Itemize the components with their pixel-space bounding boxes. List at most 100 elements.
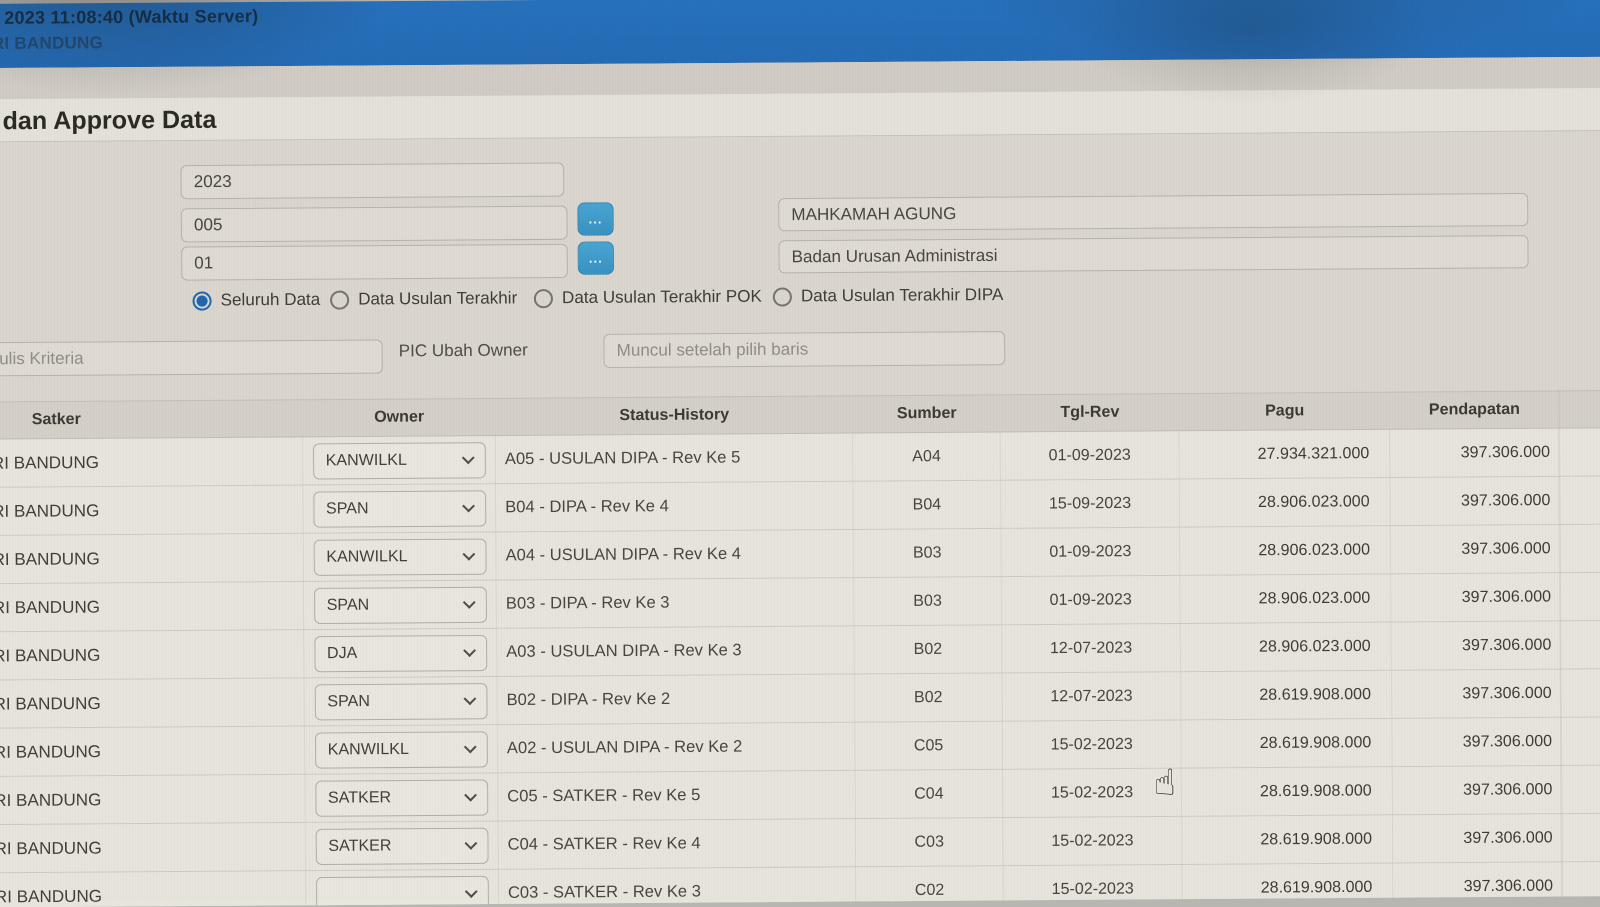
pagu-cell: 28.619.908.000 <box>1182 864 1393 907</box>
owner-select-value: KANWILKL <box>328 740 466 759</box>
radio-unselected-icon <box>773 287 792 306</box>
col-tgl-rev: Tgl-Rev <box>1000 394 1179 431</box>
owner-select-value: KANWILKL <box>326 451 464 470</box>
pendapatan-cell: 397.306.000 <box>1390 429 1559 477</box>
owner-select[interactable]: DJA <box>314 634 487 671</box>
owner-select-value: SPAN <box>327 692 465 711</box>
radio-label: Data Usulan Terakhir <box>358 288 517 309</box>
nama-ba-field[interactable] <box>778 193 1528 231</box>
satker-cell: RI BANDUNG <box>0 486 304 535</box>
owner-cell: KANWILKL <box>304 532 497 581</box>
owner-select[interactable]: SPAN <box>314 586 487 623</box>
page-title: dan Approve Data <box>2 106 216 137</box>
radio-label: Data Usulan Terakhir DIPA <box>801 285 1004 306</box>
owner-select[interactable]: KANWILKL <box>312 442 485 479</box>
owner-cell: KANWILKL <box>305 725 498 774</box>
sumber-cell: B02 <box>854 625 1002 673</box>
radio-data-usulan-terakhir[interactable]: Data Usulan Terakhir <box>330 287 517 310</box>
owner-select[interactable]: SPAN <box>313 490 486 527</box>
pendapatan-cell: 397.306.000 <box>1393 862 1562 907</box>
satker-cell: RI BANDUNG <box>0 678 305 727</box>
tgl-rev-cell: 01-09-2023 <box>1001 528 1180 576</box>
pendapatan-cell: 397.306.000 <box>1392 621 1561 669</box>
owner-cell: SATKER <box>305 773 498 822</box>
owner-cell: SPAN <box>305 677 498 726</box>
nama-unit-field[interactable] <box>778 235 1528 273</box>
satker-name-text: RI BANDUNG <box>0 33 103 54</box>
status-cell: C04 - SATKER - Rev Ke 4 <box>498 819 856 869</box>
col-sumber: Sumber <box>853 395 1001 432</box>
kode-unit-lookup-button[interactable]: ... <box>578 241 614 274</box>
status-cell: B04 - DIPA - Rev Ke 4 <box>496 482 854 532</box>
sumber-cell: C02 <box>856 866 1004 907</box>
pendapatan-cell: 397.306.000 <box>1391 477 1560 525</box>
pagu-cell: 28.906.023.000 <box>1180 574 1391 623</box>
col-owner: Owner <box>303 399 496 436</box>
status-cell: C05 - SATKER - Rev Ke 5 <box>498 771 856 821</box>
pagu-cell: 28.619.908.000 <box>1181 719 1392 768</box>
mouse-pointer-icon: ☝ <box>1154 763 1176 804</box>
radio-data-usulan-terakhir-pok[interactable]: Data Usulan Terakhir POK <box>534 286 762 310</box>
tgl-rev-cell: 15-02-2023 <box>1004 865 1183 907</box>
owner-cell <box>306 870 499 907</box>
radio-seluruh-data[interactable]: Seluruh Data <box>192 289 320 312</box>
kode-ba-field[interactable] <box>181 206 568 243</box>
owner-cell: DJA <box>304 629 497 678</box>
satker-cell: RI BANDUNG <box>0 823 306 872</box>
pagu-cell: 28.906.023.000 <box>1181 623 1392 672</box>
sumber-cell: C04 <box>855 770 1003 818</box>
owner-select-value <box>329 894 467 895</box>
status-cell: A03 - USULAN DIPA - Rev Ke 3 <box>497 626 855 676</box>
satker-cell: RI BANDUNG <box>0 727 305 776</box>
pic-ubah-owner-input[interactable] <box>603 331 1005 368</box>
status-cell: B03 - DIPA - Rev Ke 3 <box>497 578 855 628</box>
pendapatan-cell: 397.306.000 <box>1393 814 1562 862</box>
pagu-cell: 28.619.908.000 <box>1182 767 1393 816</box>
pendapatan-cell: 397.306.000 <box>1391 573 1560 621</box>
col-pendapatan: Pendapatan <box>1390 391 1559 428</box>
owner-select-value: SPAN <box>327 595 465 614</box>
sumber-cell: C05 <box>855 722 1003 770</box>
status-cell: A05 - USULAN DIPA - Rev Ke 5 <box>496 434 854 484</box>
owner-select[interactable]: SPAN <box>314 683 487 720</box>
chevron-down-icon <box>462 499 475 512</box>
owner-select[interactable]: KANWILKL <box>313 538 486 575</box>
col-pagu: Pagu <box>1179 393 1390 431</box>
pagu-cell: 28.906.023.000 <box>1180 478 1391 527</box>
satker-cell: RI BANDUNG <box>0 871 306 907</box>
owner-select[interactable]: KANWILKL <box>315 731 488 768</box>
owner-select-value: DJA <box>327 644 465 663</box>
chevron-down-icon <box>464 836 477 849</box>
owner-select[interactable]: SATKER <box>315 779 488 816</box>
pendapatan-cell: 397.306.000 <box>1393 766 1562 814</box>
year-field[interactable] <box>181 162 565 199</box>
col-status-history: Status-History <box>495 396 853 435</box>
status-cell: A02 - USULAN DIPA - Rev Ke 2 <box>498 723 856 773</box>
owner-select-value: SPAN <box>326 499 464 518</box>
owner-cell: SPAN <box>304 581 497 630</box>
owner-cell: SPAN <box>303 484 496 533</box>
tgl-rev-cell: 12-07-2023 <box>1002 624 1181 672</box>
sumber-cell: B03 <box>854 577 1002 625</box>
status-cell: B02 - DIPA - Rev Ke 2 <box>497 675 855 725</box>
satker-cell: RI BANDUNG <box>0 534 304 583</box>
owner-select[interactable] <box>316 875 489 907</box>
pagu-cell: 27.934.321.000 <box>1179 430 1390 479</box>
radio-unselected-icon <box>330 290 349 309</box>
owner-select[interactable]: SATKER <box>315 827 488 864</box>
tgl-rev-cell: 15-09-2023 <box>1001 479 1180 527</box>
pendapatan-cell: 397.306.000 <box>1392 670 1561 718</box>
server-time-text: r 2023 11:08:40 (Waktu Server) <box>0 6 258 29</box>
kriteria-input[interactable] <box>0 339 383 376</box>
pendapatan-cell: 397.306.000 <box>1392 718 1561 766</box>
radio-data-usulan-terakhir-dipa[interactable]: Data Usulan Terakhir DIPA <box>773 284 1004 308</box>
kode-ba-lookup-button[interactable]: ... <box>577 202 613 235</box>
tgl-rev-cell: 15-02-2023 <box>1003 720 1182 768</box>
pic-ubah-owner-label: PIC Ubah Owner <box>399 340 528 361</box>
radio-label: Data Usulan Terakhir POK <box>562 287 762 308</box>
sumber-cell: B02 <box>855 673 1003 721</box>
chevron-down-icon <box>462 596 475 609</box>
kode-unit-field[interactable] <box>181 244 568 281</box>
pendapatan-cell: 397.306.000 <box>1391 525 1560 573</box>
radio-unselected-icon <box>534 289 553 308</box>
